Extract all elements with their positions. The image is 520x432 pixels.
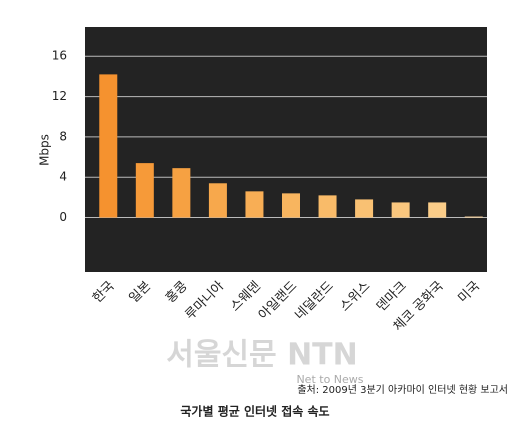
x-tick-label: 한국 <box>90 279 118 307</box>
bar <box>391 202 410 218</box>
source: 출처: 2009년 3분기 아카마이 인터넷 현황 보고서 <box>297 384 508 396</box>
x-tick-label: 아일랜드 <box>256 279 300 323</box>
bar <box>464 216 483 218</box>
bar <box>282 193 300 218</box>
bar <box>355 199 374 218</box>
y-tick-label: 12 <box>52 89 67 103</box>
x-tick-label: 루마니아 <box>183 279 227 323</box>
bar <box>99 74 118 218</box>
y-tick-label: 4 <box>59 170 67 184</box>
watermark-sub: Net to News <box>296 373 363 386</box>
plot-area <box>85 27 487 272</box>
bar <box>318 195 337 218</box>
watermark: 서울신문 NTN <box>166 338 358 373</box>
x-tick-label: 일본 <box>127 279 155 307</box>
y-tick-label: 8 <box>59 129 67 143</box>
x-tick-label: 미국 <box>456 279 484 307</box>
bar <box>245 191 264 218</box>
x-tick-label: 네덜란드 <box>292 279 336 323</box>
bar <box>428 202 447 218</box>
x-tick-label: 홍콩 <box>163 279 191 307</box>
x-tick-label: 스위스 <box>337 279 373 315</box>
y-tick-label: 16 <box>52 49 67 63</box>
caption: 국가별 평균 인터넷 접속 속도 <box>180 404 329 419</box>
bar <box>208 183 227 218</box>
y-tick-label: 0 <box>59 210 67 224</box>
bar <box>135 163 154 218</box>
bar <box>172 168 191 218</box>
y-axis-title: Mbps <box>38 134 52 166</box>
